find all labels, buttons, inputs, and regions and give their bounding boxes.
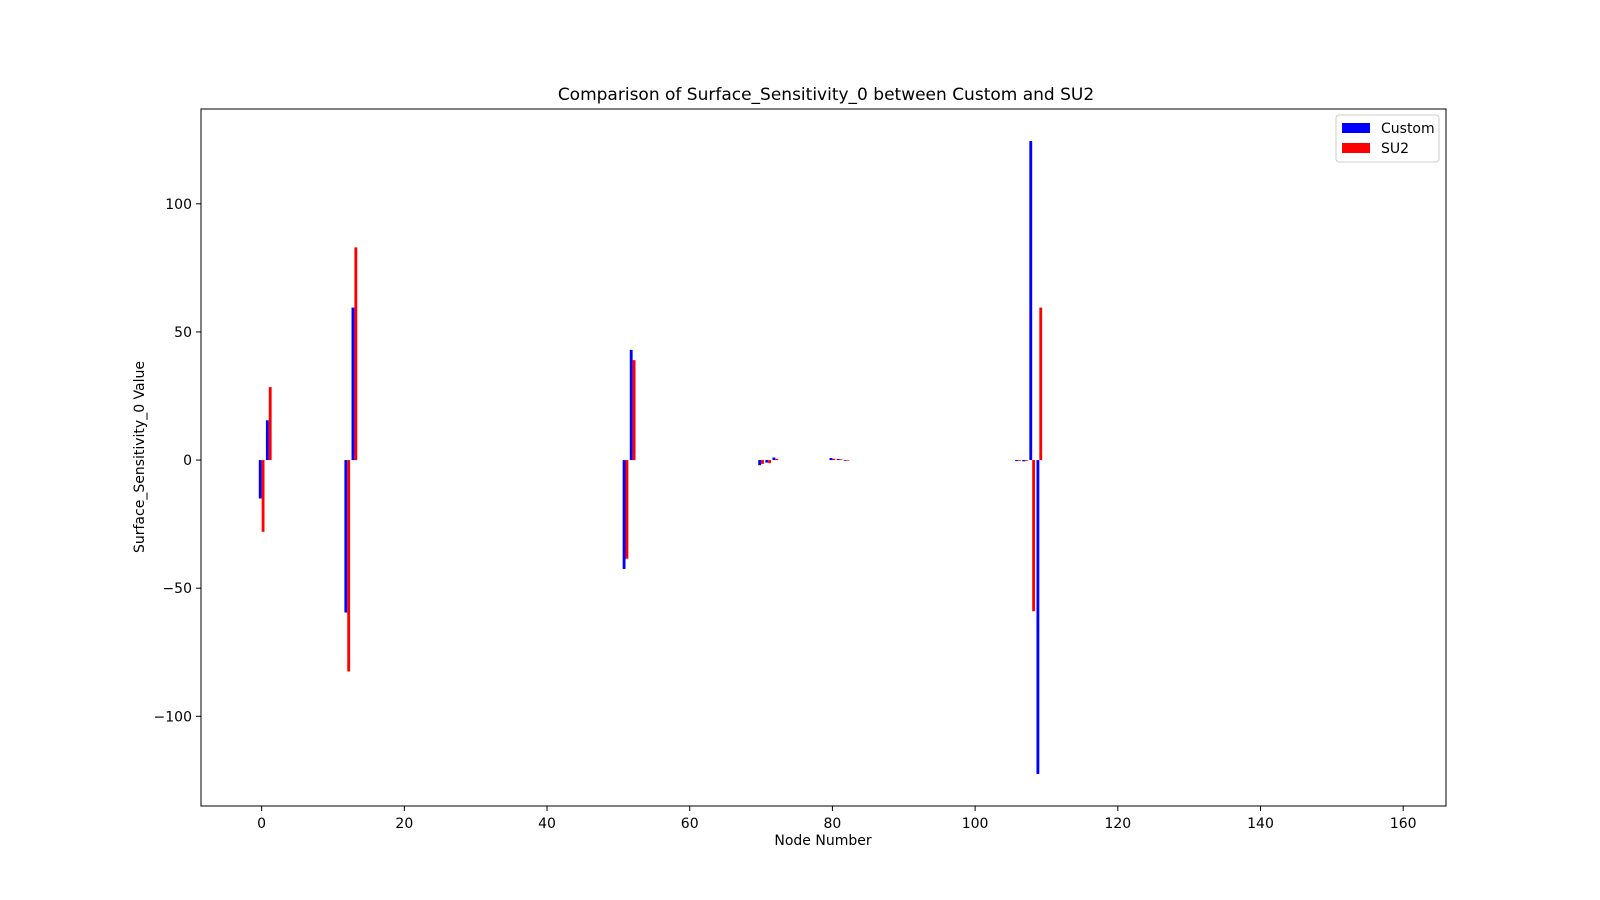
x-axis: 0 20 40 60 80 100 120 140 160 xyxy=(257,806,1417,832)
bar-custom-1 xyxy=(265,420,269,461)
bar-su2-10 xyxy=(839,459,843,461)
bar-custom-0 xyxy=(258,460,262,499)
bar-custom-15 xyxy=(1036,460,1040,774)
x-tick-label: 60 xyxy=(681,816,699,832)
bar-su2-15 xyxy=(1039,307,1043,461)
bar-custom-7 xyxy=(765,460,769,463)
bar-su2-13 xyxy=(1025,460,1028,461)
legend-label-su2: SU2 xyxy=(1381,141,1409,157)
x-tick-label: 40 xyxy=(538,816,556,832)
bar-su2-14 xyxy=(1032,460,1036,612)
bar-custom-12 xyxy=(1015,460,1018,462)
x-tick-label: 140 xyxy=(1247,816,1274,832)
legend-label-custom: Custom xyxy=(1381,121,1435,137)
bar-su2-3 xyxy=(354,247,358,461)
x-tick-label: 120 xyxy=(1104,816,1131,832)
bar-su2-9 xyxy=(832,458,836,461)
legend-swatch-su2 xyxy=(1342,143,1370,153)
y-axis-title: Surface_Sensitivity_0 Value xyxy=(132,361,148,553)
bar-custom-4 xyxy=(622,460,626,569)
y-tick-label: 50 xyxy=(174,325,192,341)
bar-custom-11 xyxy=(843,460,847,461)
bar-su2-1 xyxy=(268,387,272,461)
bar-su2-2 xyxy=(347,460,351,672)
bar-su2-5 xyxy=(632,360,636,461)
bar-su2-6 xyxy=(761,460,764,464)
x-tick-label: 80 xyxy=(824,816,842,832)
x-tick-label: 160 xyxy=(1390,816,1417,832)
bar-su2-8 xyxy=(775,458,779,461)
bar-su2-4 xyxy=(625,460,629,559)
plot-area xyxy=(200,108,1447,807)
bar-custom-5 xyxy=(629,349,633,461)
bar-custom-14 xyxy=(1029,141,1033,461)
y-tick-label: −50 xyxy=(162,581,192,597)
x-axis-title: Node Number xyxy=(774,833,871,849)
x-tick-label: 0 xyxy=(257,816,266,832)
legend: Custom SU2 xyxy=(1335,114,1440,163)
bar-custom-10 xyxy=(836,459,840,461)
bar-su2-0 xyxy=(261,460,265,532)
bar-custom-8 xyxy=(772,457,776,461)
y-tick-label: −100 xyxy=(154,709,192,725)
legend-swatch-custom xyxy=(1342,123,1370,133)
x-tick-label: 100 xyxy=(962,816,989,832)
bar-su2-7 xyxy=(768,460,772,464)
bars-layer xyxy=(258,141,1043,774)
y-tick-label: 100 xyxy=(165,197,192,213)
y-tick-label: 0 xyxy=(183,453,192,469)
bar-su2-12 xyxy=(1017,460,1021,461)
bar-custom-3 xyxy=(351,307,355,461)
x-tick-label: 20 xyxy=(395,816,413,832)
bar-su2-11 xyxy=(846,460,850,461)
bar-custom-13 xyxy=(1022,460,1026,462)
bar-custom-2 xyxy=(344,460,348,613)
chart-title: Comparison of Surface_Sensitivity_0 betw… xyxy=(558,85,1094,105)
bar-custom-9 xyxy=(829,458,833,461)
bar-custom-6 xyxy=(758,460,762,466)
y-axis: −100 −50 0 50 100 xyxy=(154,197,201,725)
